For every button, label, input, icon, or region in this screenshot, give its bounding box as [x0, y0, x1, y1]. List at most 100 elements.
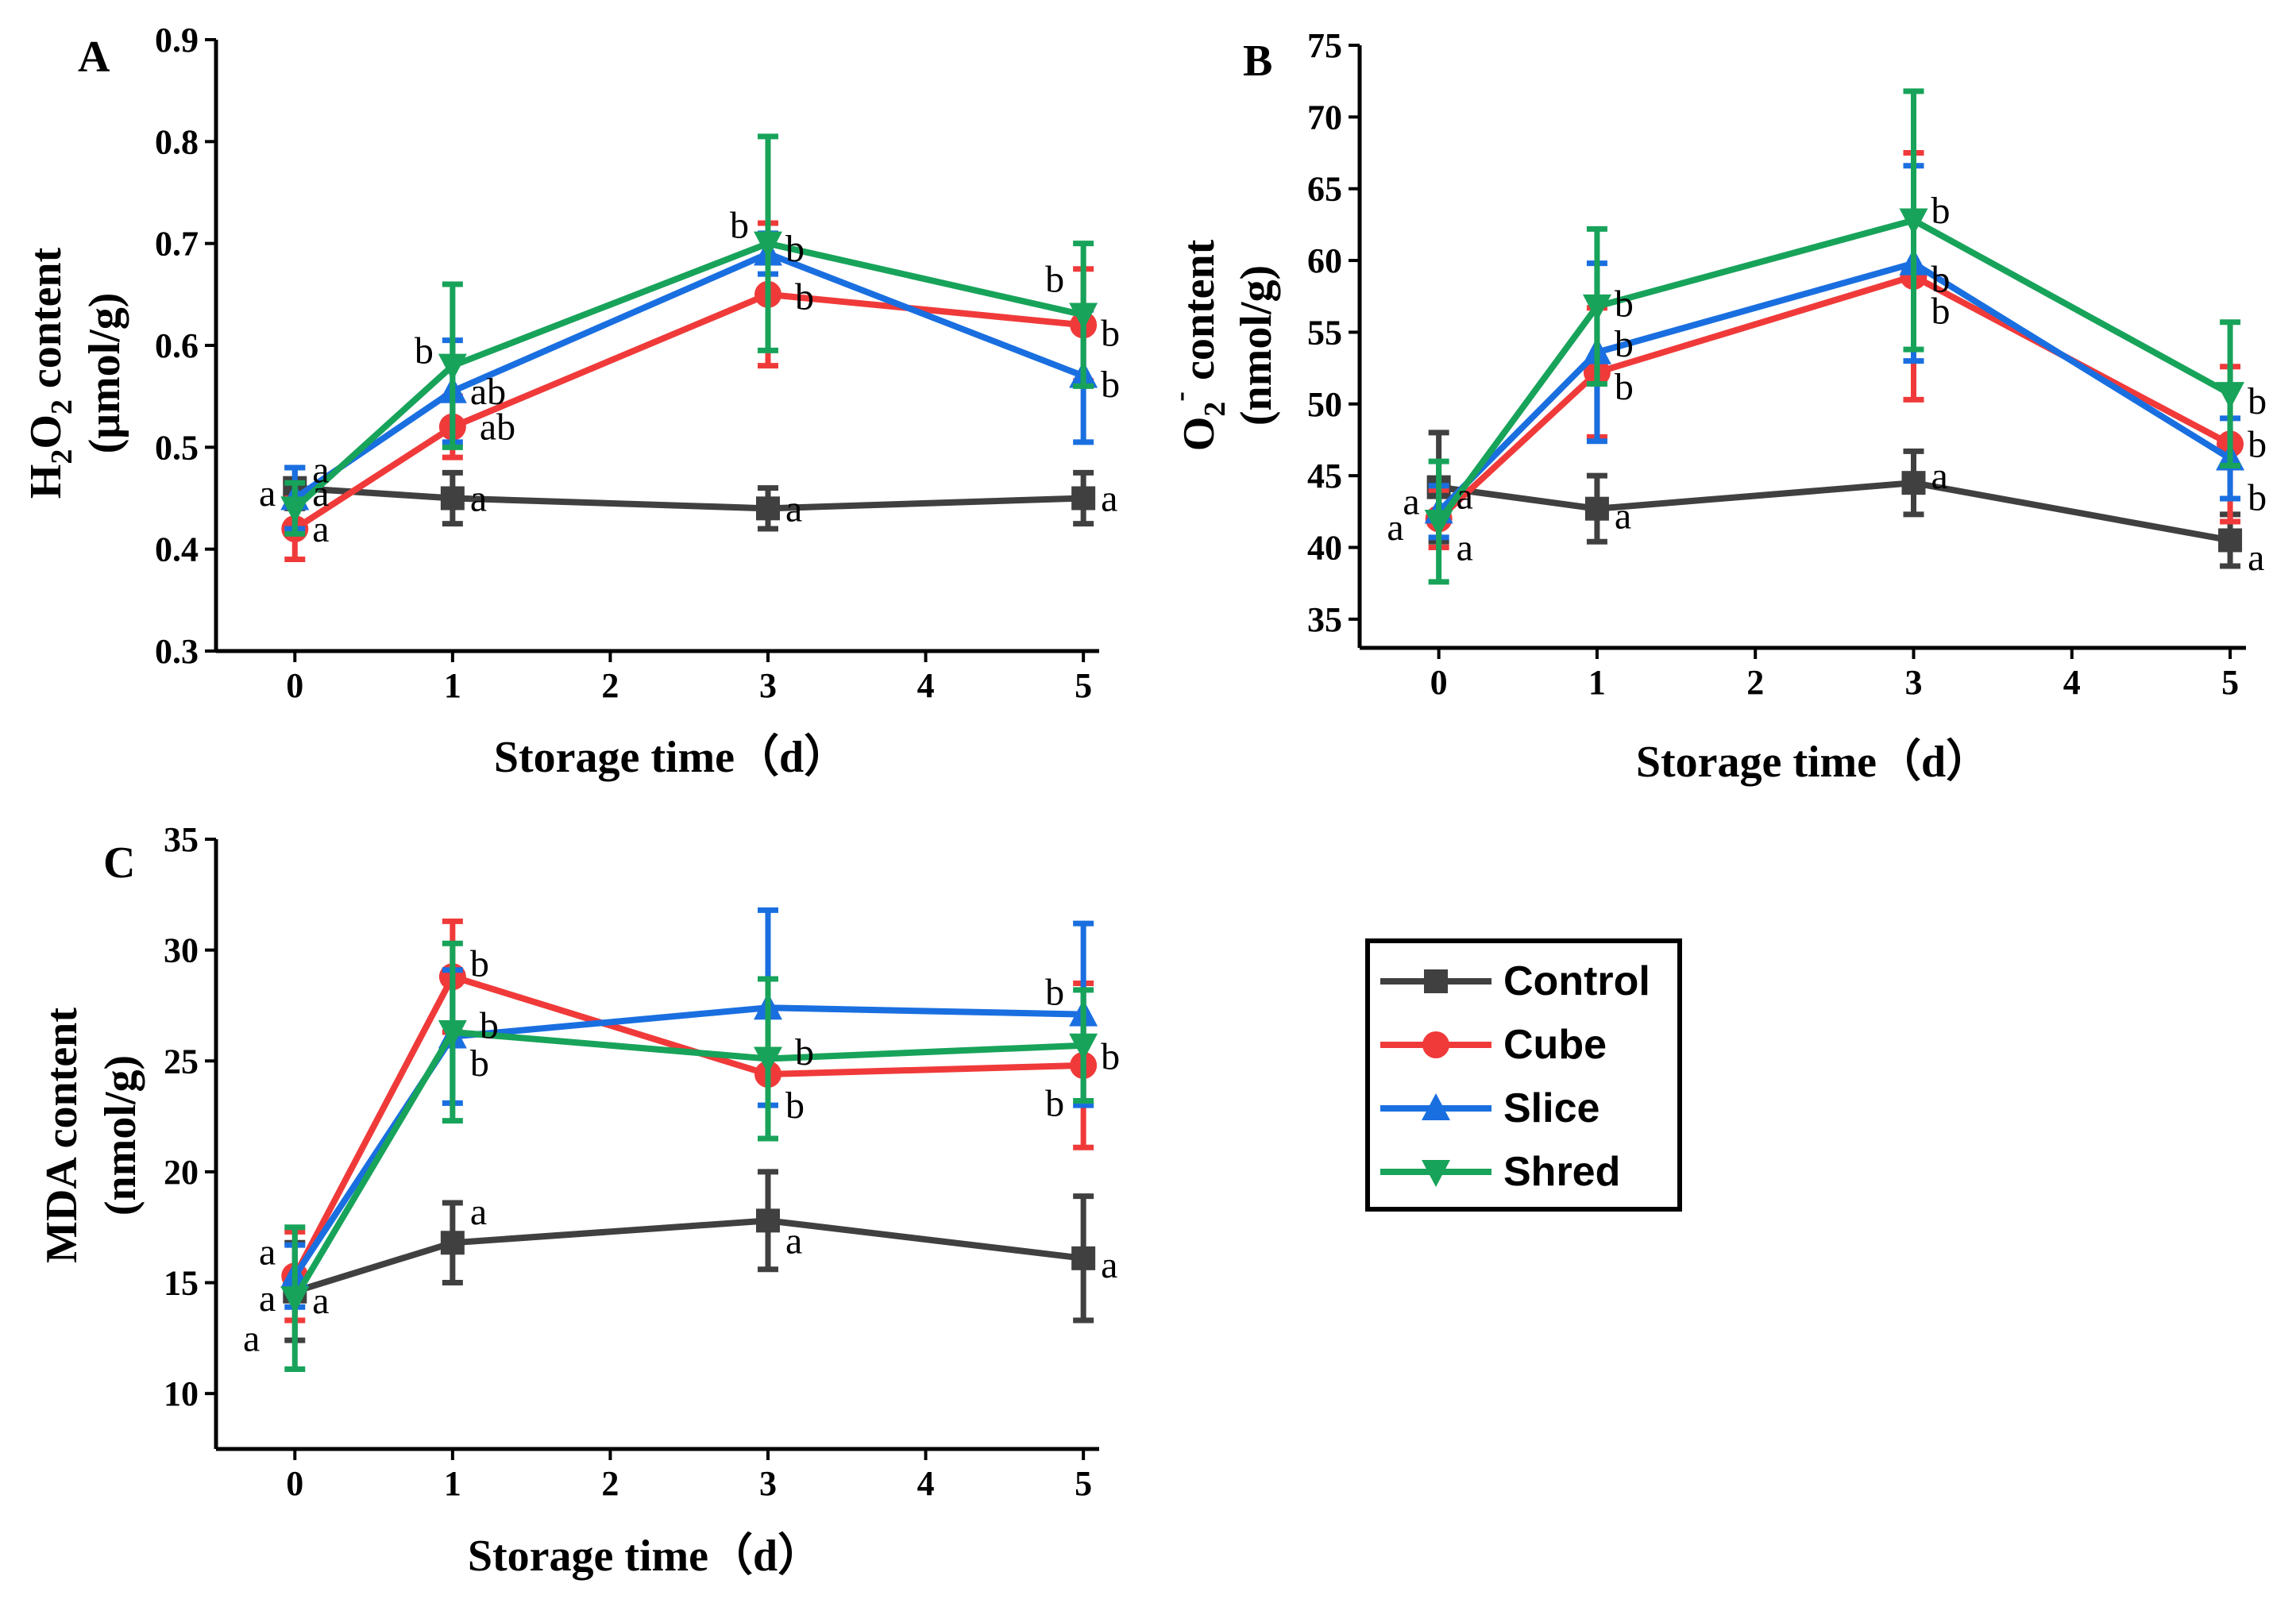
panel-a-series-control	[283, 464, 1096, 532]
panel-b-ytick-label: 65	[1307, 170, 1342, 209]
panel-a-sig-label: ab	[470, 371, 506, 413]
panel-a-ylabel-sub2: 2	[45, 399, 79, 414]
panel-a-ytick-label: 0.5	[155, 428, 199, 467]
panel-b-sig-label: b	[1931, 290, 1951, 332]
panel-c-line-shred	[291, 1028, 1084, 1301]
panel-a-sig-label: a	[259, 472, 276, 514]
panel-a-point-shred	[754, 231, 782, 259]
panel-c-line-slice	[291, 1004, 1084, 1278]
panel-a-point-control	[756, 496, 780, 521]
panel-b-ytick-label: 45	[1307, 457, 1342, 495]
legend-label-cube: Cube	[1503, 1022, 1607, 1068]
panel-c-point-control	[1071, 1246, 1096, 1270]
panel-c-series-control	[283, 1169, 1096, 1343]
panel-c-xtick-label: 2	[601, 1464, 619, 1503]
panel-c-point-shred	[438, 1019, 467, 1047]
panel-a-point-shred	[1069, 302, 1098, 330]
panel-b-ylabel-sub: 2	[1198, 402, 1232, 417]
panel-c: C Storage time（d） MDA content (nmol/g)	[37, 838, 822, 1581]
panel-a-xtick-label: 0	[286, 666, 303, 705]
panel-c-ytick-label: 30	[164, 931, 199, 970]
panel-b-sig-label: b	[2248, 380, 2267, 422]
panel-c-line-cube	[291, 973, 1084, 1278]
panel-b-sig-label: b	[2248, 423, 2267, 465]
panel-a: A Storage time（d） H2O2 content (μmol/g)	[21, 33, 848, 782]
panel-b-ylabel-rest: content	[1175, 239, 1224, 391]
panel-b-xtick-label: 4	[2063, 663, 2081, 702]
panel-b-point-shred	[1899, 208, 1928, 236]
panel-a-sig-label: b	[730, 205, 749, 247]
panel-b-xtick-label: 2	[1746, 663, 1764, 702]
panel-a-point-control	[440, 486, 465, 511]
panel-c-xtick-label: 4	[917, 1464, 935, 1503]
panel-b-series-control	[1426, 430, 2243, 569]
panel-a-sig-label: b	[1101, 364, 1120, 406]
svg-text:O2- content: O2- content	[1163, 239, 1232, 451]
panel-a-sig-label: a	[312, 508, 329, 550]
panel-a-sig-label: a	[312, 449, 329, 491]
panel-c-sig-label: b	[785, 1085, 805, 1127]
panel-b-point-control	[2218, 528, 2243, 553]
panel-a-sig-label: b	[1045, 259, 1064, 301]
panel-b-sig-label: a	[1457, 475, 1473, 517]
panel-b: B Storage time（d） O2- content (nmol/g)	[1163, 37, 1990, 787]
panel-b-series-shred	[1424, 88, 2245, 585]
panel-c-sig-label: b	[1045, 972, 1064, 1014]
panel-c-sig-label: b	[470, 1042, 489, 1085]
panel-c-sig-label: a	[259, 1277, 276, 1320]
panel-b-line-cube	[1436, 272, 2232, 522]
panel-b-line-shred	[1436, 217, 2232, 524]
panel-c-point-shred	[1069, 1033, 1098, 1061]
panel-c-xtick-label: 3	[759, 1464, 777, 1503]
svg-text:H2O2 content: H2O2 content	[21, 247, 79, 499]
panel-a-point-control	[1071, 486, 1096, 511]
panel-c-series-shred	[280, 940, 1098, 1372]
panel-b-ytick-label: 50	[1307, 385, 1342, 424]
panel-a-xlabel: Storage time（d）	[494, 732, 848, 782]
panel-a-sig-label: a	[312, 472, 329, 514]
panel-b-label: B	[1243, 37, 1272, 86]
panel-b-xtick-label: 1	[1588, 663, 1606, 702]
panel-a-line-shred	[292, 240, 1085, 511]
panel-c-xtick-label: 0	[286, 1464, 303, 1503]
panel-c-line-control	[294, 1217, 1084, 1295]
legend-marker-cube	[1422, 1031, 1449, 1058]
panel-c-ylabel-unit: (nmol/g)	[96, 1055, 145, 1216]
panel-c-sig-label: b	[470, 942, 489, 985]
panel-a-label: A	[78, 33, 110, 82]
panel-c-sig-label: b	[480, 1005, 499, 1047]
panel-c-sig-label: b	[1101, 1036, 1120, 1078]
panel-c-ytick-label: 15	[164, 1264, 199, 1303]
legend-marker-shred	[1422, 1160, 1450, 1187]
panel-a-ytick-label: 0.8	[155, 122, 199, 161]
panel-a-ylabel-sub1: 2	[45, 449, 79, 464]
panel-b-sig-label: b	[1615, 323, 1634, 365]
panel-a-line-cube	[293, 291, 1084, 532]
panel-c-point-shred	[754, 1046, 782, 1074]
panel-c-sig-label: b	[795, 1031, 814, 1073]
panel-c-point-control	[440, 1231, 465, 1255]
panel-c-point-shred	[280, 1286, 310, 1314]
panel-c-sig-label: a	[785, 1220, 802, 1262]
legend-label-control: Control	[1503, 958, 1650, 1004]
panel-a-xtick-label: 2	[601, 666, 619, 705]
panel-b-sig-label: b	[1615, 366, 1634, 408]
panel-a-sig-label: ab	[480, 407, 515, 449]
panel-a-sig-label: b	[415, 329, 434, 372]
panel-b-ytick-label: 40	[1307, 529, 1342, 568]
panel-a-ytick-label: 0.9	[155, 21, 199, 60]
panel-b-sig-label: a	[1931, 455, 1948, 497]
panel-a-ylabel: H2O2 content	[21, 247, 79, 499]
panel-c-sig-label: a	[1101, 1244, 1117, 1286]
legend-marker-control	[1424, 969, 1448, 993]
panel-a-ylabel-rest: content	[21, 247, 71, 399]
panel-a-ytick-label: 0.6	[155, 326, 199, 365]
panel-b-point-control	[1584, 496, 1609, 521]
panel-c-sig-label: a	[312, 1280, 329, 1322]
panel-a-sig-label: b	[785, 228, 805, 270]
